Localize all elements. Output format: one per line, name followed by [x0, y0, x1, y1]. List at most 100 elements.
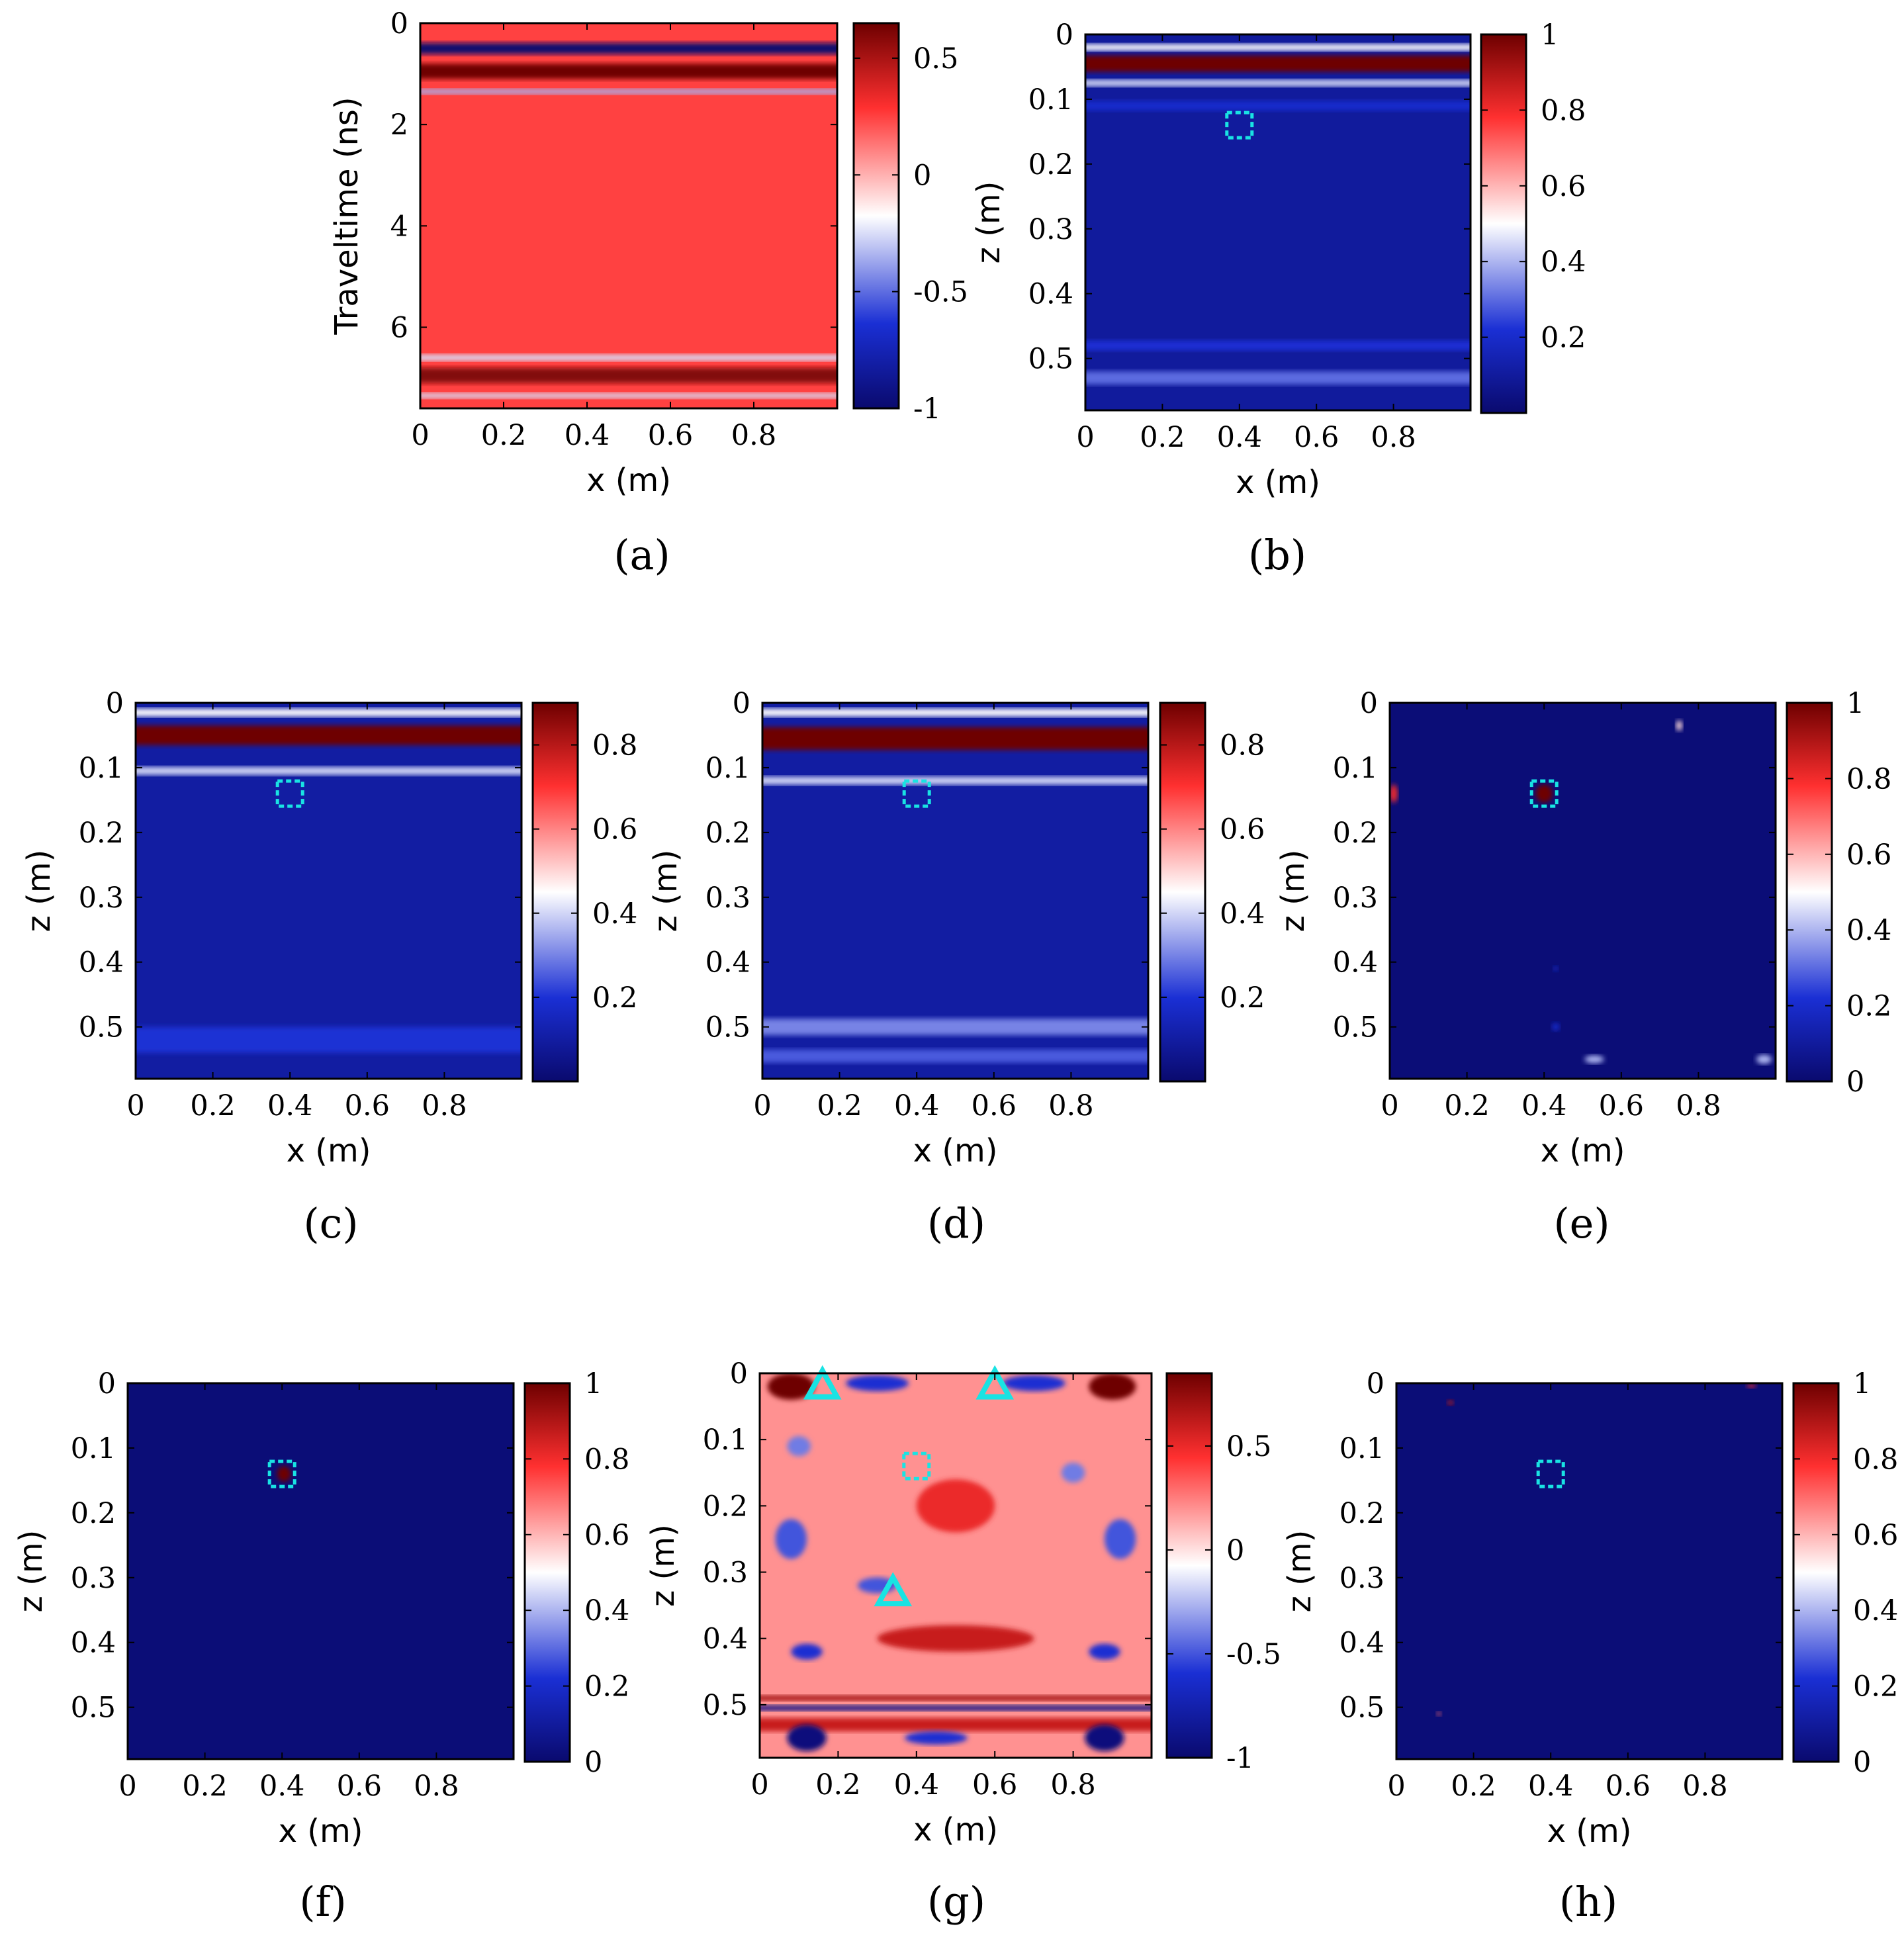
y-axis-label: z (m): [21, 850, 58, 932]
heatmap-blob: [1746, 1383, 1756, 1388]
y-tick-label: 0.5: [71, 1692, 116, 1725]
y-tick-label: 0.3: [705, 882, 750, 915]
x-tick-label: 0.8: [414, 1770, 459, 1803]
colorbar-tick-label: 0.2: [1541, 322, 1586, 355]
y-tick-label: 0.3: [1333, 882, 1378, 915]
y-tick-label: 0: [98, 1367, 116, 1400]
x-tick-label: 0: [1076, 421, 1094, 454]
plot-frame: [126, 1382, 515, 1760]
colorbar: [852, 22, 900, 410]
heatmap-band: [760, 1695, 1152, 1701]
x-tick-label: 0: [126, 1089, 144, 1122]
x-tick-label: 0.2: [817, 1089, 862, 1122]
y-tick-label: 0.2: [71, 1497, 116, 1530]
plot-frame: [1084, 33, 1472, 412]
panel-h: 0 0.2 0.4 0.6 0.8 0 0.1 0.2 0.3 0.4 0.5 x (m) z (m) 1…: [1281, 1367, 1898, 1926]
colorbar-tick-label: 0: [1226, 1534, 1244, 1567]
x-tick-label: 0: [1381, 1089, 1398, 1122]
y-tick-label: 0.2: [79, 817, 124, 850]
colorbar-tick-label: 0.8: [584, 1443, 629, 1476]
x-axis-label: x (m): [913, 1811, 998, 1848]
plot-frame: [1395, 1382, 1784, 1760]
heatmap-blob: [1535, 784, 1553, 803]
x-tick-label: 0.2: [190, 1089, 235, 1122]
x-tick-label: 0: [411, 419, 429, 452]
colorbar: [1165, 1372, 1213, 1759]
y-tick-label: 0.1: [705, 752, 750, 785]
y-tick-label: 2: [390, 109, 408, 142]
heatmap-background: [136, 703, 521, 1079]
y-tick-label: 0.5: [703, 1689, 748, 1722]
heatmap-band: [762, 1049, 1148, 1063]
y-tick-label: 0.1: [1028, 83, 1073, 116]
heatmap-blob: [877, 1625, 1034, 1652]
y-tick-label: 0.3: [71, 1562, 116, 1595]
panel-label-b: (b): [1248, 531, 1306, 579]
colorbar-tick-label: 0.8: [1846, 762, 1891, 796]
y-tick-label: 0.1: [1339, 1432, 1384, 1465]
colorbar-tick-label: 0.5: [913, 42, 958, 75]
heatmap-field-d: [762, 703, 1148, 1079]
x-tick-label: 0.6: [972, 1089, 1017, 1122]
x-tick-label: 0.6: [972, 1768, 1017, 1801]
panel-g: 0 0.2 0.4 0.6 0.8 0 0.1 0.2 0.3 0.4 0.5 x (m) z (m) 0…: [645, 1357, 1281, 1926]
heatmap-blob: [1390, 784, 1398, 803]
heatmap-blob: [787, 1724, 827, 1751]
panel-label-d: (d): [927, 1199, 985, 1248]
heatmap-band: [762, 1019, 1148, 1035]
x-tick-label: 0: [118, 1770, 136, 1803]
y-axis-label: z (m): [13, 1530, 50, 1613]
x-tick-label: 0.4: [894, 1768, 939, 1801]
colorbar-tick-label: 0.6: [1541, 170, 1586, 203]
x-axis-label: x (m): [1236, 464, 1320, 501]
x-tick-label: 0: [750, 1768, 768, 1801]
colorbar-tick-label: 0.6: [1853, 1519, 1898, 1552]
plot-frame: [758, 1372, 1153, 1759]
colorbar-tick-label: 0: [1846, 1066, 1864, 1099]
y-tick-label: 0.2: [1333, 817, 1378, 850]
heatmap-band: [420, 42, 837, 54]
heatmap-field-f: [128, 1383, 514, 1759]
colorbar-tick-label: 0.4: [1853, 1594, 1898, 1627]
heatmap-blob: [1089, 1373, 1136, 1400]
colorbar-tick-label: 0.2: [584, 1670, 629, 1704]
panel-f: 0 0.2 0.4 0.6 0.8 0 0.1 0.2 0.3 0.4 0.5 x (m) z (m) 1…: [13, 1367, 629, 1926]
x-axis-label: x (m): [586, 462, 671, 499]
x-tick-label: 0.6: [337, 1770, 382, 1803]
colorbar-tick-label: 0.8: [1541, 94, 1586, 127]
x-tick-label: 0.4: [267, 1089, 312, 1122]
colorbar-tick-label: 1: [1853, 1367, 1871, 1400]
colorbar-tick-label: 1: [1541, 19, 1559, 52]
heatmap-band: [136, 1026, 521, 1053]
heatmap-band: [420, 393, 837, 398]
colorbar-tick-label: 0.5: [1226, 1430, 1271, 1463]
colorbar-tick-label: 0.4: [1220, 897, 1265, 931]
y-tick-label: 0.2: [1339, 1497, 1384, 1530]
colorbar-tick-label: 0.6: [1220, 813, 1265, 846]
x-tick-label: 0.2: [182, 1770, 227, 1803]
x-tick-label: 0: [1387, 1770, 1405, 1803]
colorbar-tick-label: 0.8: [592, 729, 637, 762]
x-tick-label: 0.8: [731, 419, 776, 452]
colorbar-tick-label: 0.2: [1853, 1670, 1898, 1704]
colorbar: [1786, 702, 1833, 1083]
heatmap-band: [760, 1717, 1152, 1731]
y-tick-label: 0.4: [1028, 278, 1073, 311]
y-tick-label: 0.3: [79, 882, 124, 915]
heatmap-band: [420, 354, 837, 361]
x-tick-label: 0.2: [1140, 421, 1185, 454]
colorbar-tick-label: -1: [1226, 1742, 1254, 1775]
y-tick-label: 0.5: [1339, 1692, 1384, 1725]
panel-a: 0 0.2 0.4 0.6 0.8 0 2 4 6 x (m) Traveltime (ns) 0.5…: [328, 7, 968, 579]
triangle-marker-icon: [803, 1365, 842, 1400]
panel-label-f: (f): [299, 1878, 346, 1926]
y-axis-label: z (m): [1275, 850, 1312, 932]
heatmap-band: [1085, 79, 1471, 87]
y-tick-label: 0: [1360, 687, 1378, 720]
heatmap-blob: [1089, 1643, 1120, 1660]
x-tick-label: 0.2: [1451, 1770, 1496, 1803]
x-axis-label: x (m): [287, 1132, 371, 1169]
y-tick-label: 0.2: [703, 1490, 748, 1523]
heatmap-blob: [1756, 1054, 1772, 1064]
plot-frame: [419, 22, 839, 410]
